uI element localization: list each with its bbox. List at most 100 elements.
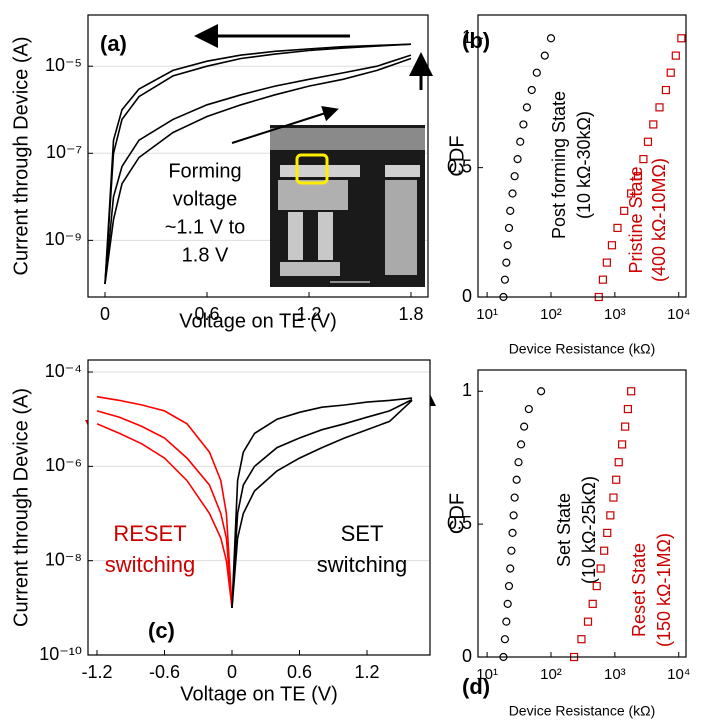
- x-tick-label: 10³: [604, 306, 626, 323]
- cdf-point: [588, 599, 597, 608]
- y-axis-label: CDF: [446, 135, 468, 176]
- cdf-point: [502, 617, 511, 626]
- x-tick-label: 1.8: [398, 304, 423, 324]
- y-axis-label: Current through Device (A): [10, 37, 32, 276]
- series-range-label: (10 kΩ-25kΩ): [579, 476, 599, 584]
- cdf-point: [504, 581, 514, 591]
- panel-label: (d): [462, 674, 490, 699]
- cdf-point: [609, 493, 618, 502]
- cdf-point: [506, 564, 515, 573]
- cdf-point: [666, 68, 675, 77]
- panel-label: (c): [148, 618, 175, 643]
- x-tick-label: 0.6: [287, 662, 312, 682]
- cdf-point: [607, 241, 617, 250]
- y-tick-label: 10⁻⁹: [45, 229, 82, 249]
- annotation: voltage: [173, 188, 238, 210]
- cdf-point: [577, 635, 586, 644]
- cdf-point: [671, 51, 680, 60]
- iv-curve: [231, 399, 413, 608]
- x-tick-label: 0.6: [194, 304, 219, 324]
- cdf-point: [519, 120, 528, 129]
- x-tick-label: 10¹: [476, 666, 498, 683]
- axes-frame: [477, 14, 687, 298]
- x-tick-label: 10⁴: [667, 666, 690, 683]
- iv-curve: [96, 423, 233, 608]
- x-axis-label: Device Resistance (kΩ): [509, 341, 656, 357]
- annotation: 1.8 V: [182, 244, 229, 266]
- series-label: Post forming State: [549, 91, 569, 239]
- cdf-point: [516, 440, 526, 449]
- cdf-point: [655, 103, 664, 112]
- x-tick-label: -1.2: [81, 662, 112, 682]
- annotation: switching: [317, 552, 407, 577]
- y-axis-label: CDF: [446, 493, 468, 534]
- iv-curve: [96, 410, 233, 608]
- iv-curve: [104, 43, 412, 284]
- x-axis-label: Voltage on TE (V): [179, 310, 337, 332]
- series-range-label: (10 kΩ-30kΩ): [574, 111, 594, 219]
- cdf-point: [592, 581, 601, 591]
- iv-curve: [104, 54, 412, 284]
- axes-frame: [87, 359, 431, 656]
- x-tick-label: 0: [100, 304, 110, 324]
- axes-frame: [477, 369, 687, 658]
- annotation: Forming: [168, 160, 241, 182]
- cdf-point: [532, 68, 541, 77]
- cdf-point: [633, 172, 643, 181]
- cdf-point: [618, 440, 627, 449]
- iv-curve: [231, 398, 413, 608]
- plot-frame: [478, 15, 686, 297]
- cdf-point: [661, 85, 671, 95]
- series-label: Reset State: [629, 543, 649, 637]
- cdf-point: [621, 422, 630, 431]
- panel-label: (a): [100, 31, 127, 56]
- cdf-point: [514, 458, 523, 467]
- cdf-point: [524, 404, 533, 414]
- cdf-point: [508, 528, 517, 537]
- cdf-point: [536, 387, 546, 396]
- y-tick-label: 10⁻⁶: [45, 455, 82, 475]
- annotation: SET: [341, 521, 384, 546]
- series-range-label: (400 kΩ-10MΩ): [649, 158, 669, 282]
- cdf-point: [614, 458, 623, 467]
- cdf-point: [512, 475, 521, 484]
- cdf-point: [649, 120, 658, 129]
- annotation: switching: [105, 552, 195, 577]
- axes-frame: [87, 14, 429, 298]
- cdf-point: [509, 511, 518, 520]
- cdf-point: [510, 493, 519, 502]
- cdf-point: [508, 189, 517, 198]
- series-label: Pristine State: [626, 166, 646, 273]
- x-tick-label: 0: [227, 662, 237, 682]
- x-tick-label: 10¹: [476, 306, 498, 323]
- sem-inset: [270, 125, 425, 287]
- cdf-point: [613, 223, 622, 233]
- iv-curve: [96, 395, 233, 608]
- iv-curve: [231, 397, 413, 608]
- cdf-point: [639, 155, 648, 164]
- cdf-point: [507, 546, 516, 555]
- cdf-point: [503, 599, 512, 608]
- cdf-point: [623, 404, 632, 414]
- iv-curve: [104, 43, 412, 284]
- y-tick-label: 0.5: [447, 156, 472, 176]
- cdf-point: [603, 528, 612, 537]
- series-label: Set State: [554, 493, 574, 567]
- y-tick-label: 10⁻¹⁰: [39, 644, 82, 664]
- cdf-point: [677, 34, 686, 43]
- panel-label: (b): [462, 28, 490, 53]
- x-tick-label: 1.2: [296, 304, 321, 324]
- cdf-point: [600, 546, 609, 555]
- annotation: RESET: [113, 521, 186, 546]
- cdf-point: [506, 206, 515, 215]
- plot-frame: [88, 360, 430, 655]
- y-tick-label: 1: [462, 27, 472, 47]
- iv-curve: [104, 57, 412, 285]
- cdf-point: [612, 475, 621, 484]
- y-axis-label: Current through Device (A): [10, 388, 32, 627]
- cdf-point: [540, 51, 549, 60]
- x-tick-label: 10³: [604, 666, 626, 683]
- cdf-point: [606, 511, 615, 520]
- x-tick-label: -0.6: [149, 662, 180, 682]
